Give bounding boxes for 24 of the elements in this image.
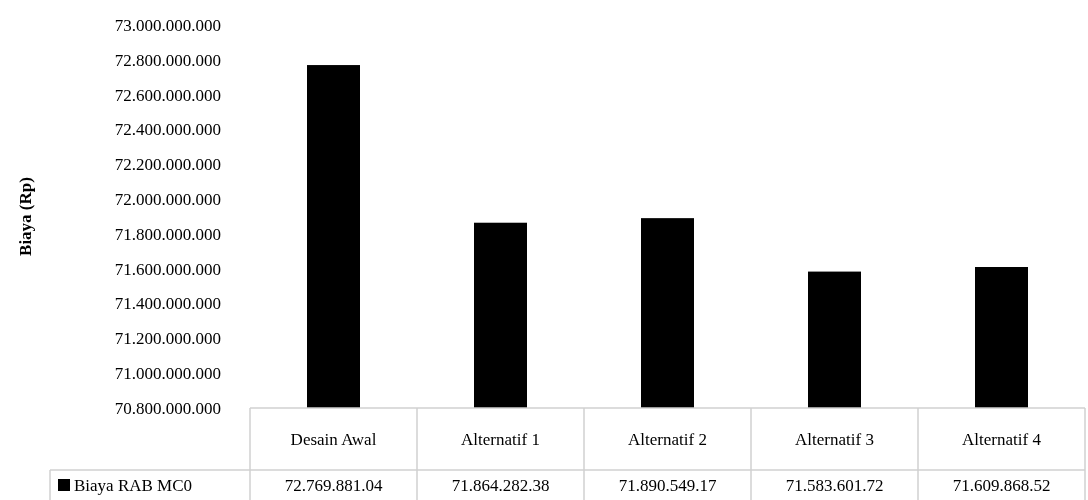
data-label: 71.583.601.72 xyxy=(785,475,884,495)
y-tick-label: 71.600.000.000 xyxy=(114,259,221,279)
y-tick-label: 71.000.000.000 xyxy=(114,364,221,384)
y-tick-label: 72.400.000.000 xyxy=(114,120,221,140)
x-tick-label: Desain Awal xyxy=(290,429,377,449)
y-tick-label: 71.200.000.000 xyxy=(114,329,221,349)
data-label: 72.769.881.04 xyxy=(284,475,383,495)
legend-label: Biaya RAB MC0 xyxy=(74,475,193,495)
y-tick-label: 72.600.000.000 xyxy=(114,85,221,105)
x-tick-label: Alternatif 3 xyxy=(795,429,874,449)
y-tick-label: 72.800.000.000 xyxy=(114,50,221,70)
y-tick-label: 70.800.000.000 xyxy=(114,398,221,418)
y-tick-label: 72.200.000.000 xyxy=(114,155,221,175)
data-label: 71.609.868.52 xyxy=(952,475,1051,495)
y-tick-label: 72.000.000.000 xyxy=(114,190,221,210)
data-label: 71.864.282.38 xyxy=(451,475,550,495)
y-tick-label: 71.800.000.000 xyxy=(114,224,221,244)
x-tick-label: Alternatif 4 xyxy=(962,429,1042,449)
x-tick-label: Alternatif 1 xyxy=(461,429,540,449)
y-tick-label: 71.400.000.000 xyxy=(114,294,221,314)
x-tick-label: Alternatif 2 xyxy=(628,429,707,449)
y-tick-label: 73.000.000.000 xyxy=(114,15,221,35)
y-axis-title: Biaya (Rp) xyxy=(15,177,35,256)
data-label: 71.890.549.17 xyxy=(618,475,717,495)
